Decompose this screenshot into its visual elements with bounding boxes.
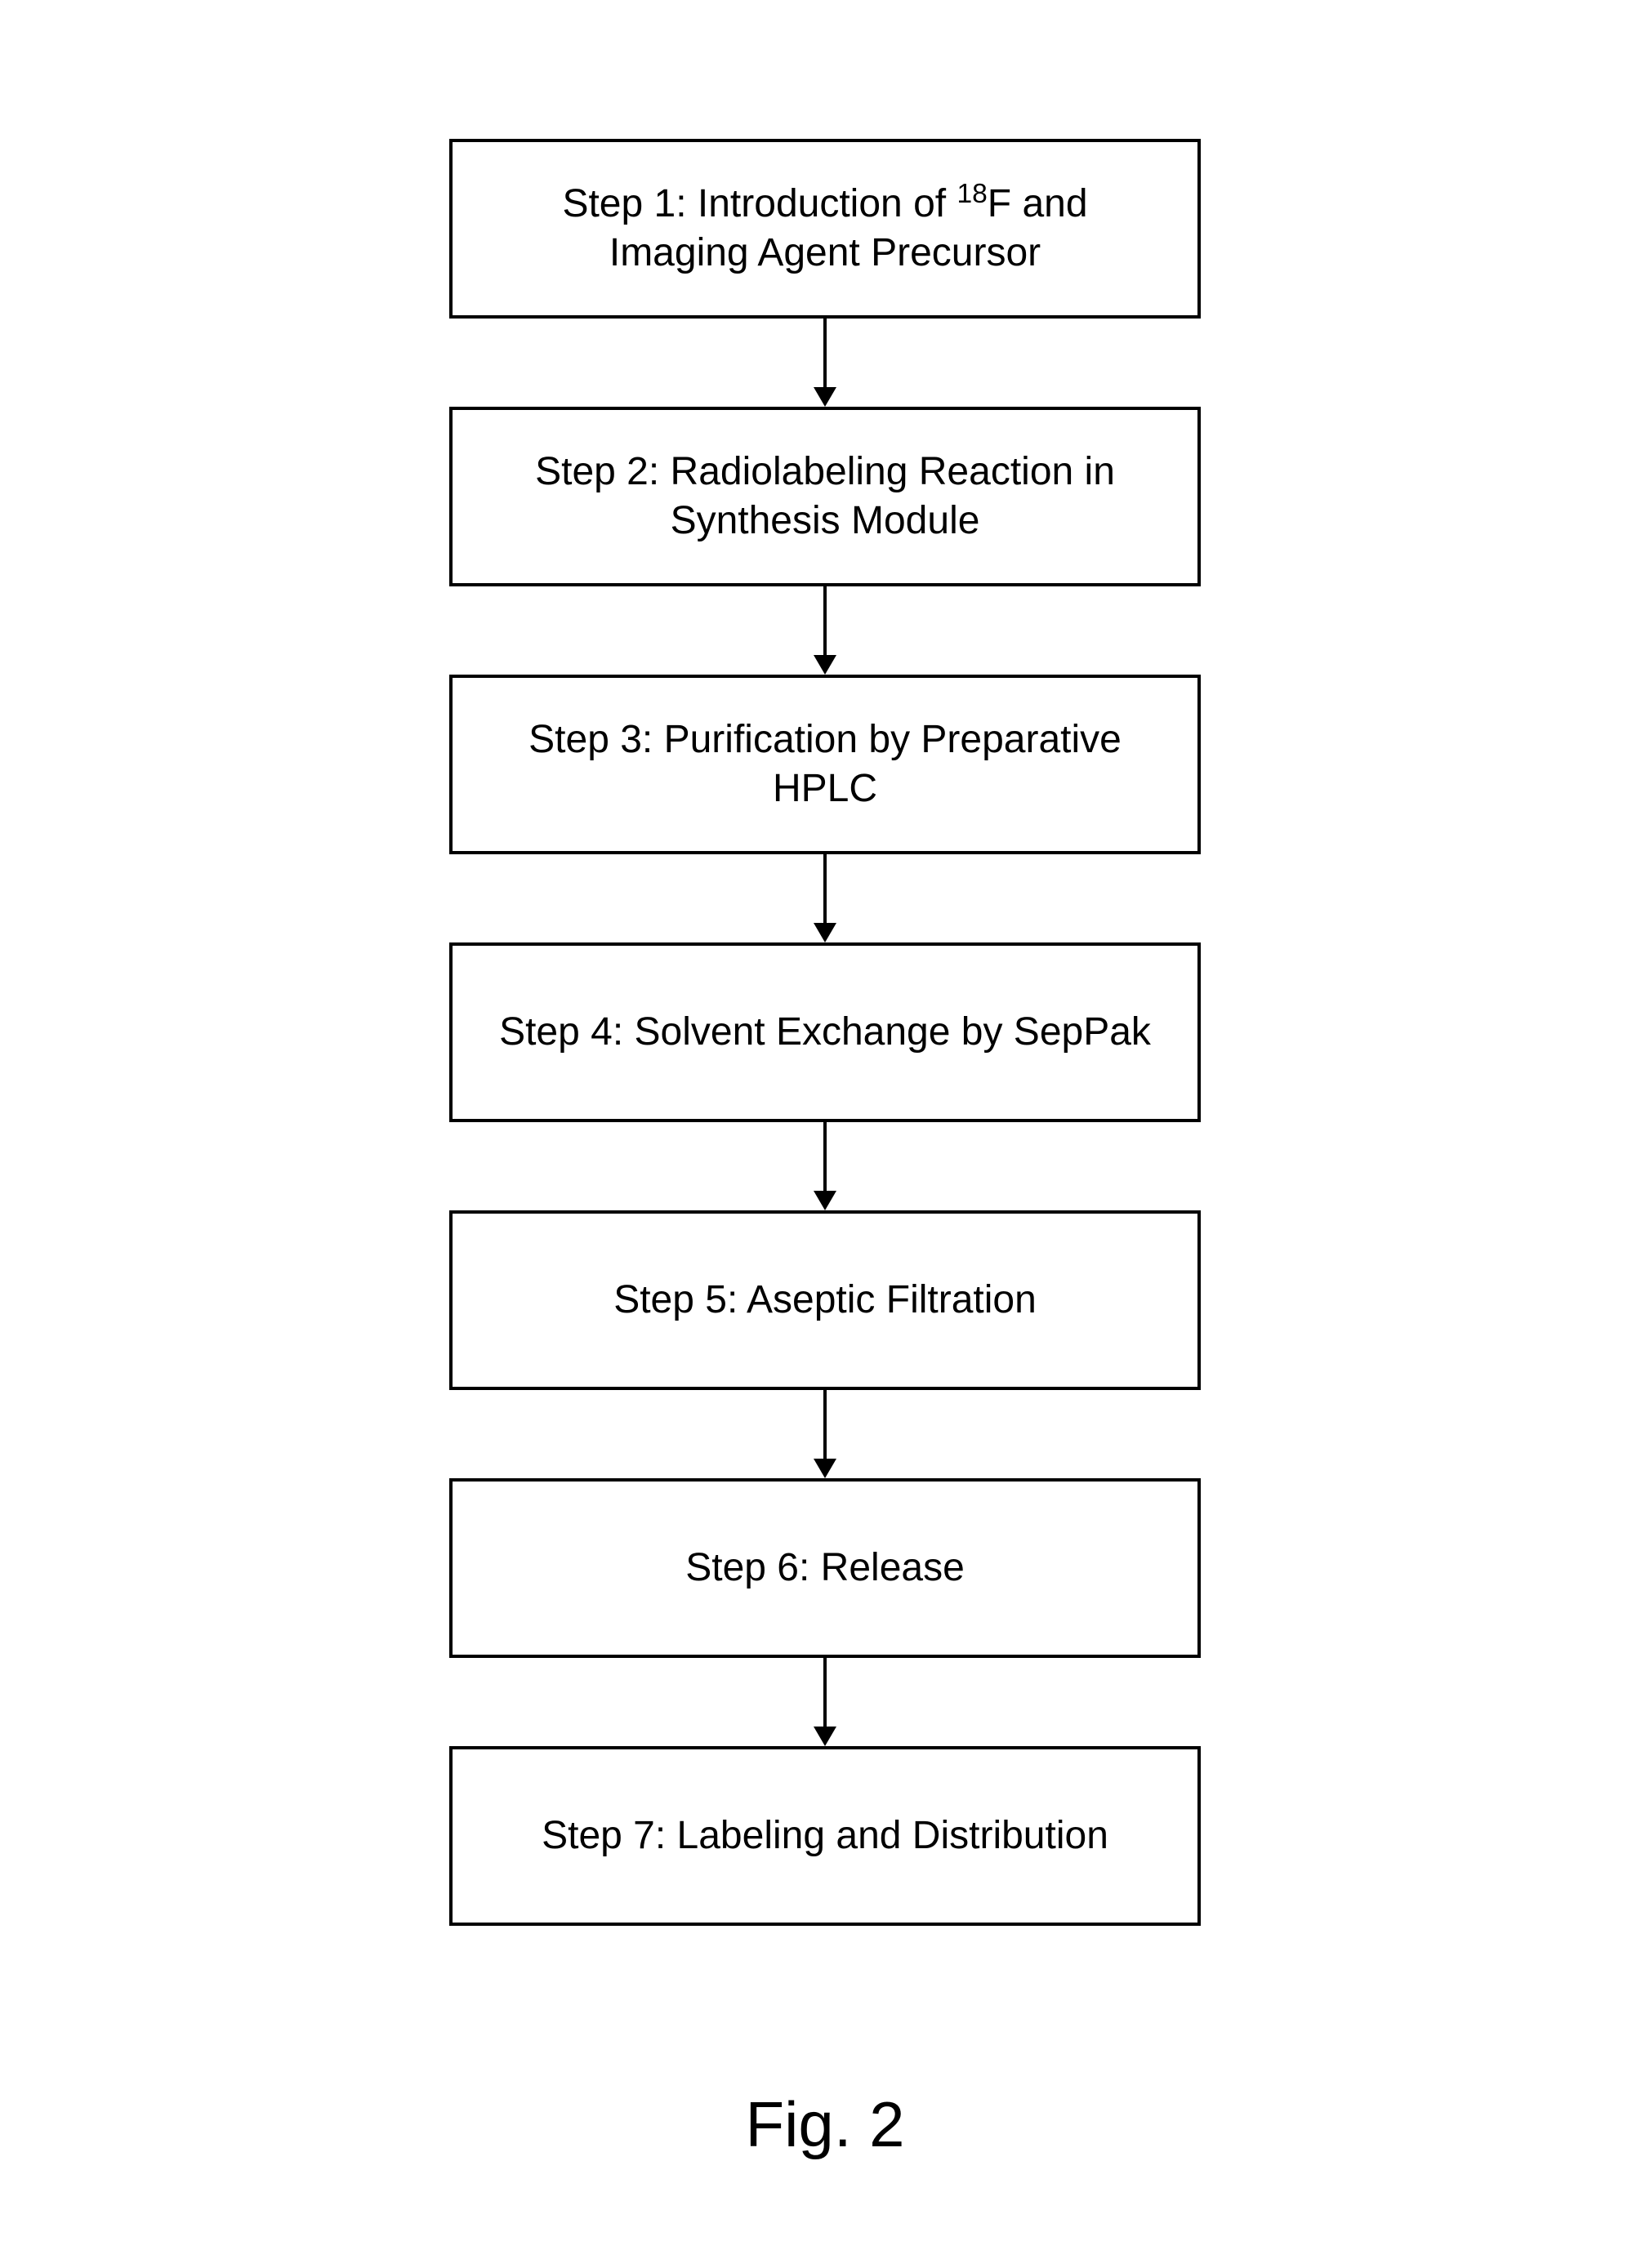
arrow-down-icon — [814, 1658, 836, 1746]
flow-node-label: Step 5: Aseptic Filtration — [613, 1276, 1037, 1325]
flow-node-label: Step 2: Radiolabeling Reaction inSynthes… — [535, 448, 1115, 546]
arrow-down-icon — [814, 1390, 836, 1478]
arrow-shaft — [823, 1122, 827, 1191]
arrow-down-icon — [814, 319, 836, 407]
arrow-shaft — [823, 1390, 827, 1459]
flowchart-container: Step 1: Introduction of 18F andImaging A… — [449, 139, 1201, 1926]
arrow-shaft — [823, 319, 827, 387]
arrow-head — [814, 655, 836, 675]
arrow-head — [814, 1459, 836, 1478]
page: Step 1: Introduction of 18F andImaging A… — [0, 0, 1650, 2268]
flow-node-step7: Step 7: Labeling and Distribution — [449, 1746, 1201, 1926]
flow-node-label: Step 3: Purification by PreparativeHPLC — [528, 715, 1122, 813]
flow-node-step3: Step 3: Purification by PreparativeHPLC — [449, 675, 1201, 854]
flow-node-label: Step 7: Labeling and Distribution — [542, 1811, 1108, 1860]
flow-node-step1: Step 1: Introduction of 18F andImaging A… — [449, 139, 1201, 319]
arrow-head — [814, 1191, 836, 1210]
flow-node-label: Step 6: Release — [685, 1544, 965, 1593]
arrow-down-icon — [814, 586, 836, 675]
figure-caption: Fig. 2 — [745, 2088, 904, 2162]
flow-node-step6: Step 6: Release — [449, 1478, 1201, 1658]
arrow-head — [814, 923, 836, 942]
arrow-shaft — [823, 854, 827, 923]
arrow-shaft — [823, 1658, 827, 1727]
arrow-down-icon — [814, 854, 836, 942]
flow-node-step5: Step 5: Aseptic Filtration — [449, 1210, 1201, 1390]
flow-node-step4: Step 4: Solvent Exchange by SepPak — [449, 942, 1201, 1122]
arrow-shaft — [823, 586, 827, 655]
flow-node-step2: Step 2: Radiolabeling Reaction inSynthes… — [449, 407, 1201, 586]
arrow-head — [814, 387, 836, 407]
arrow-down-icon — [814, 1122, 836, 1210]
arrow-head — [814, 1727, 836, 1746]
flow-node-label: Step 4: Solvent Exchange by SepPak — [499, 1008, 1151, 1057]
flow-node-label: Step 1: Introduction of 18F andImaging A… — [562, 180, 1087, 278]
